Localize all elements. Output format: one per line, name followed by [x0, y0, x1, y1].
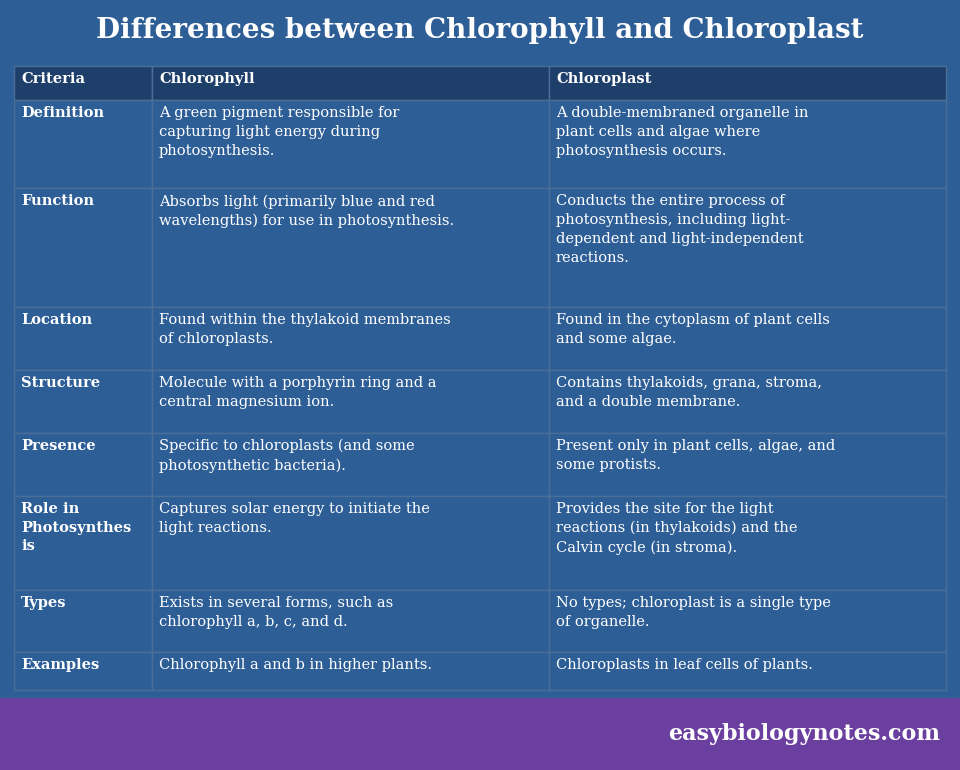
Bar: [152, 496, 549, 590]
Bar: [14, 189, 152, 307]
Bar: [0, 0, 960, 62]
Bar: [549, 370, 946, 433]
Text: Chlorophyll a and b in higher plants.: Chlorophyll a and b in higher plants.: [159, 658, 432, 672]
Text: Role in
Photosynthes
is: Role in Photosynthes is: [21, 501, 132, 554]
Bar: [152, 101, 549, 189]
Text: Captures solar energy to initiate the
light reactions.: Captures solar energy to initiate the li…: [159, 501, 430, 534]
Bar: [152, 66, 549, 101]
Text: Chlorophyll: Chlorophyll: [159, 72, 254, 86]
Bar: [549, 307, 946, 370]
Bar: [549, 433, 946, 496]
Text: easybiologynotes.com: easybiologynotes.com: [668, 723, 940, 745]
Text: A green pigment responsible for
capturing light energy during
photosynthesis.: A green pigment responsible for capturin…: [159, 106, 399, 159]
Text: Definition: Definition: [21, 106, 104, 120]
Bar: [152, 433, 549, 496]
Text: Location: Location: [21, 313, 92, 327]
Text: Molecule with a porphyrin ring and a
central magnesium ion.: Molecule with a porphyrin ring and a cen…: [159, 377, 437, 409]
Bar: [549, 101, 946, 189]
Text: Absorbs light (primarily blue and red
wavelengths) for use in photosynthesis.: Absorbs light (primarily blue and red wa…: [159, 194, 454, 228]
Text: Types: Types: [21, 596, 66, 610]
Bar: [14, 652, 152, 690]
Bar: [152, 590, 549, 652]
Bar: [152, 652, 549, 690]
Text: Contains thylakoids, grana, stroma,
and a double membrane.: Contains thylakoids, grana, stroma, and …: [556, 377, 822, 409]
Text: Differences between Chlorophyll and Chloroplast: Differences between Chlorophyll and Chlo…: [96, 18, 864, 45]
Bar: [549, 496, 946, 590]
Text: Present only in plant cells, algae, and
some protists.: Present only in plant cells, algae, and …: [556, 439, 835, 472]
Text: No types; chloroplast is a single type
of organelle.: No types; chloroplast is a single type o…: [556, 596, 830, 628]
Text: A double-membraned organelle in
plant cells and algae where
photosynthesis occur: A double-membraned organelle in plant ce…: [556, 106, 808, 159]
Bar: [14, 433, 152, 496]
Bar: [14, 101, 152, 189]
Bar: [549, 189, 946, 307]
Text: Specific to chloroplasts (and some
photosynthetic bacteria).: Specific to chloroplasts (and some photo…: [159, 439, 415, 473]
Bar: [152, 189, 549, 307]
Text: Chloroplasts in leaf cells of plants.: Chloroplasts in leaf cells of plants.: [556, 658, 813, 672]
Text: Presence: Presence: [21, 439, 96, 453]
Text: Chloroplast: Chloroplast: [556, 72, 651, 86]
Bar: [152, 370, 549, 433]
Bar: [14, 307, 152, 370]
Bar: [549, 652, 946, 690]
Text: Structure: Structure: [21, 377, 100, 390]
Text: Examples: Examples: [21, 658, 99, 672]
Bar: [0, 698, 960, 770]
Bar: [152, 307, 549, 370]
Bar: [14, 496, 152, 590]
Bar: [14, 590, 152, 652]
Bar: [549, 590, 946, 652]
Text: Conducts the entire process of
photosynthesis, including light-
dependent and li: Conducts the entire process of photosynt…: [556, 194, 804, 265]
Text: Function: Function: [21, 194, 94, 209]
Text: Provides the site for the light
reactions (in thylakoids) and the
Calvin cycle (: Provides the site for the light reaction…: [556, 501, 798, 554]
Text: Found within the thylakoid membranes
of chloroplasts.: Found within the thylakoid membranes of …: [159, 313, 450, 346]
Text: Criteria: Criteria: [21, 72, 85, 86]
Bar: [14, 66, 152, 101]
Bar: [549, 66, 946, 101]
Bar: [14, 370, 152, 433]
Text: Found in the cytoplasm of plant cells
and some algae.: Found in the cytoplasm of plant cells an…: [556, 313, 829, 346]
Text: Exists in several forms, such as
chlorophyll a, b, c, and d.: Exists in several forms, such as chlorop…: [159, 596, 394, 628]
